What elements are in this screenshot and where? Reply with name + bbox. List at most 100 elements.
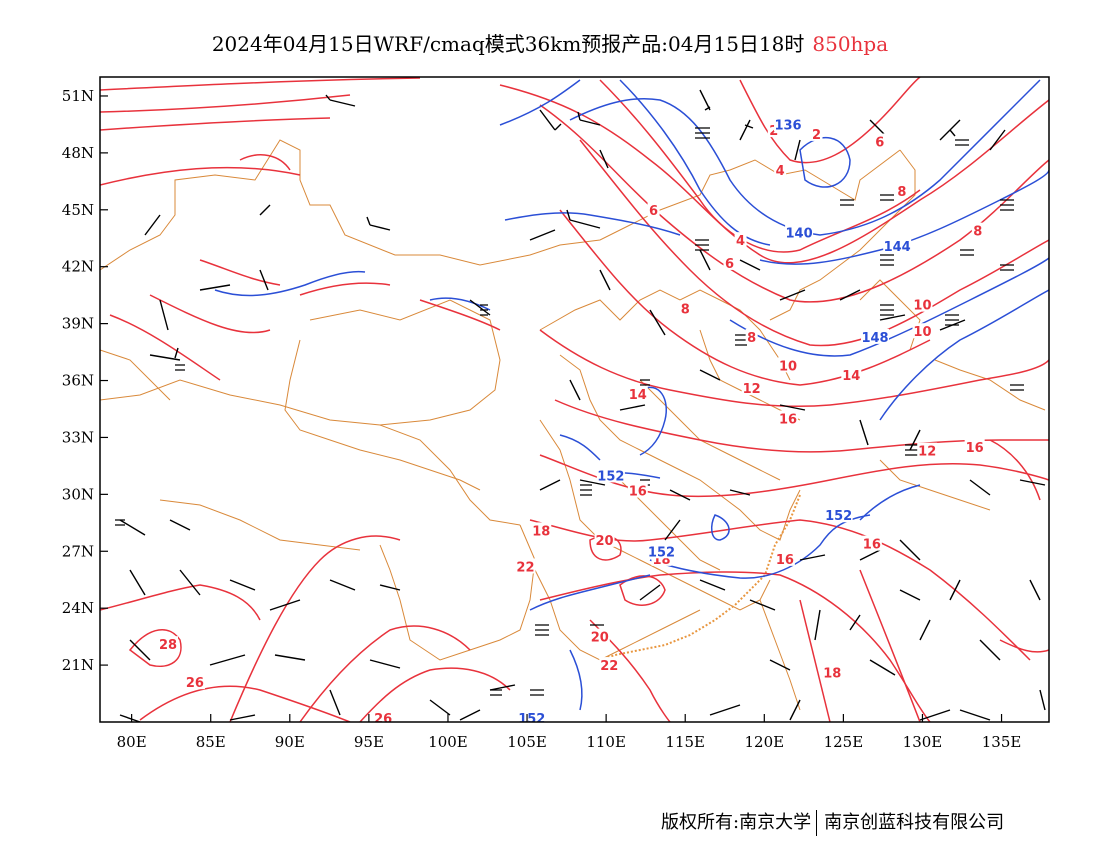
height-label-bg: [517, 710, 546, 722]
height-label-bg: [883, 237, 912, 253]
lat-tick-label: 42N: [62, 258, 94, 276]
height-label: 152: [518, 712, 545, 727]
temperature-label: 18: [532, 524, 550, 539]
temperature-label: 26: [186, 676, 204, 691]
temperature-label-bg: [861, 535, 882, 551]
temperature-label-bg: [158, 636, 179, 652]
lat-tick-label: 39N: [62, 315, 94, 333]
temperature-label-bg: [810, 125, 823, 141]
temperature-label-bg: [841, 366, 862, 382]
title-main: 2024年04月15日WRF/cmaq模式36km预报产品:04月15日18时: [211, 32, 805, 56]
coastline: [599, 494, 801, 661]
lat-tick-label: 33N: [62, 428, 94, 446]
lon-tick-label: 110E: [586, 733, 626, 751]
lon-tick-label: 95E: [354, 733, 384, 751]
temperature-label-bg: [734, 232, 747, 248]
copyright-left: 版权所有:南京大学: [661, 812, 812, 833]
temperature-label-bg: [912, 323, 933, 339]
country-boundaries: [100, 139, 1046, 711]
height-contours: [214, 79, 1049, 711]
temperature-label-bg: [627, 482, 648, 498]
temperature-label: 10: [913, 325, 931, 340]
lon-tick-label: 120E: [745, 733, 785, 751]
lon-tick-label: 105E: [507, 733, 547, 751]
temperature-label-bg: [912, 296, 933, 312]
temperature-label: 28: [159, 638, 177, 653]
lon-tick-label: 100E: [428, 733, 468, 751]
height-label-bg: [824, 507, 853, 523]
temperature-label: 16: [966, 441, 984, 456]
map-frame: [99, 76, 1050, 723]
temperature-label-bg: [627, 385, 648, 401]
temperature-label: 8: [973, 225, 982, 240]
title-level: 850hpa: [812, 32, 889, 56]
lat-tick-label: 51N: [62, 87, 94, 105]
height-label-bg: [861, 328, 890, 344]
temperature-label-bg: [373, 710, 394, 722]
lat-tick-label: 48N: [62, 144, 94, 162]
temperature-label: 22: [516, 560, 534, 575]
temperature-label-bg: [917, 442, 938, 458]
lon-tick-label: 80E: [117, 733, 147, 751]
temperature-label: 10: [779, 359, 797, 374]
temperature-label: 8: [897, 185, 906, 200]
lat-tick-label: 24N: [62, 599, 94, 617]
temperature-label-bg: [723, 254, 736, 270]
temperature-contours: [100, 77, 1049, 722]
temperature-label-bg: [531, 522, 552, 538]
temperature-label-bg: [647, 201, 660, 217]
temperature-label-bg: [895, 182, 908, 198]
footer-separator: [816, 810, 818, 836]
temperature-label: 4: [736, 234, 745, 249]
height-label-bg: [785, 224, 814, 240]
temperature-label-bg: [741, 380, 762, 396]
temperature-label: 4: [776, 164, 785, 179]
temperature-label: 10: [913, 299, 931, 314]
temperature-label: 8: [681, 302, 690, 317]
lat-tick-label: 27N: [62, 542, 94, 560]
lon-tick-label: 135E: [982, 733, 1022, 751]
lat-tick-label: 30N: [62, 485, 94, 503]
temperature-label: 22: [600, 659, 618, 674]
temperature-label-bg: [774, 161, 787, 177]
temperature-label-bg: [822, 664, 843, 680]
height-label: 152: [648, 545, 675, 560]
height-label: 152: [597, 469, 624, 484]
map-title: 2024年04月15日WRF/cmaq模式36km预报产品:04月15日18时 8…: [0, 28, 1100, 57]
temperature-label: 2: [769, 124, 778, 139]
temperature-label: 12: [918, 445, 936, 460]
temperature-label: 20: [596, 534, 614, 549]
height-label: 152: [825, 509, 852, 524]
temperature-label-bg: [594, 531, 615, 547]
temperature-label: 14: [629, 388, 647, 403]
temperature-label-bg: [589, 628, 610, 644]
temperature-label-bg: [679, 300, 692, 316]
lat-tick-label: 45N: [62, 201, 94, 219]
height-label-bg: [596, 467, 625, 483]
temperature-label: 20: [591, 631, 609, 646]
copyright-footer: 版权所有:南京大学 南京创蓝科技有限公司: [661, 808, 1004, 836]
temperature-label: 12: [743, 382, 761, 397]
temperature-label: 6: [725, 257, 734, 272]
temperature-label-bg: [778, 357, 799, 373]
temperature-label-bg: [745, 328, 758, 344]
lon-tick-label: 115E: [665, 733, 705, 751]
height-label-bg: [774, 116, 803, 132]
temperature-label: 18: [823, 667, 841, 682]
temperature-label: 6: [649, 204, 658, 219]
temperature-label-bg: [774, 550, 795, 566]
temperature-label: 6: [875, 136, 884, 151]
lat-tick-label: 21N: [62, 656, 94, 674]
temperature-label-bg: [964, 438, 985, 454]
temperature-label-bg: [599, 657, 620, 673]
temperature-label: 14: [842, 369, 860, 384]
temperature-label: 16: [863, 538, 881, 553]
wind-barbs: [119, 89, 1046, 722]
wind-barb-feathers: [115, 127, 1024, 696]
copyright-right: 南京创蓝科技有限公司: [824, 812, 1005, 833]
lon-tick-label: 130E: [903, 733, 943, 751]
lon-tick-label: 125E: [824, 733, 864, 751]
latitude-axis: 21N 24N 27N 30N 33N 36N 39N 42N 45N 48N 51N: [62, 87, 108, 674]
height-label-bg: [647, 543, 676, 559]
